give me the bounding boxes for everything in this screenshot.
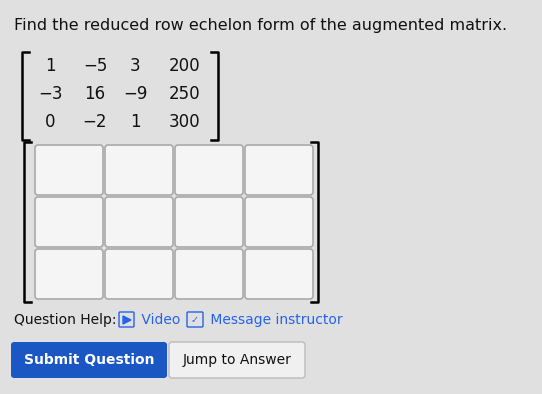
Text: Jump to Answer: Jump to Answer: [183, 353, 292, 367]
Text: −2: −2: [83, 113, 107, 131]
FancyBboxPatch shape: [169, 342, 305, 378]
FancyBboxPatch shape: [105, 145, 173, 195]
FancyBboxPatch shape: [187, 312, 203, 327]
Text: 3: 3: [130, 57, 140, 75]
FancyBboxPatch shape: [175, 197, 243, 247]
Text: Find the reduced row echelon form of the augmented matrix.: Find the reduced row echelon form of the…: [14, 18, 507, 33]
Text: Submit Question: Submit Question: [24, 353, 154, 367]
Text: 300: 300: [169, 113, 201, 131]
FancyBboxPatch shape: [35, 145, 103, 195]
FancyBboxPatch shape: [175, 145, 243, 195]
Text: Question Help:: Question Help:: [14, 313, 117, 327]
FancyBboxPatch shape: [175, 249, 243, 299]
Text: −5: −5: [83, 57, 107, 75]
FancyBboxPatch shape: [105, 197, 173, 247]
Text: 0: 0: [45, 113, 55, 131]
FancyBboxPatch shape: [35, 249, 103, 299]
FancyBboxPatch shape: [245, 145, 313, 195]
FancyBboxPatch shape: [245, 197, 313, 247]
Text: 200: 200: [169, 57, 201, 75]
FancyBboxPatch shape: [245, 249, 313, 299]
Text: −3: −3: [38, 85, 62, 103]
Text: −9: −9: [123, 85, 147, 103]
FancyBboxPatch shape: [35, 197, 103, 247]
Text: Video: Video: [137, 313, 180, 327]
Text: 250: 250: [169, 85, 201, 103]
Text: Message instructor: Message instructor: [206, 313, 343, 327]
FancyBboxPatch shape: [11, 342, 167, 378]
Text: 1: 1: [130, 113, 140, 131]
Text: ✓: ✓: [191, 314, 199, 325]
FancyBboxPatch shape: [105, 249, 173, 299]
FancyBboxPatch shape: [119, 312, 134, 327]
Polygon shape: [123, 316, 131, 324]
Text: 16: 16: [85, 85, 106, 103]
Text: 1: 1: [44, 57, 55, 75]
